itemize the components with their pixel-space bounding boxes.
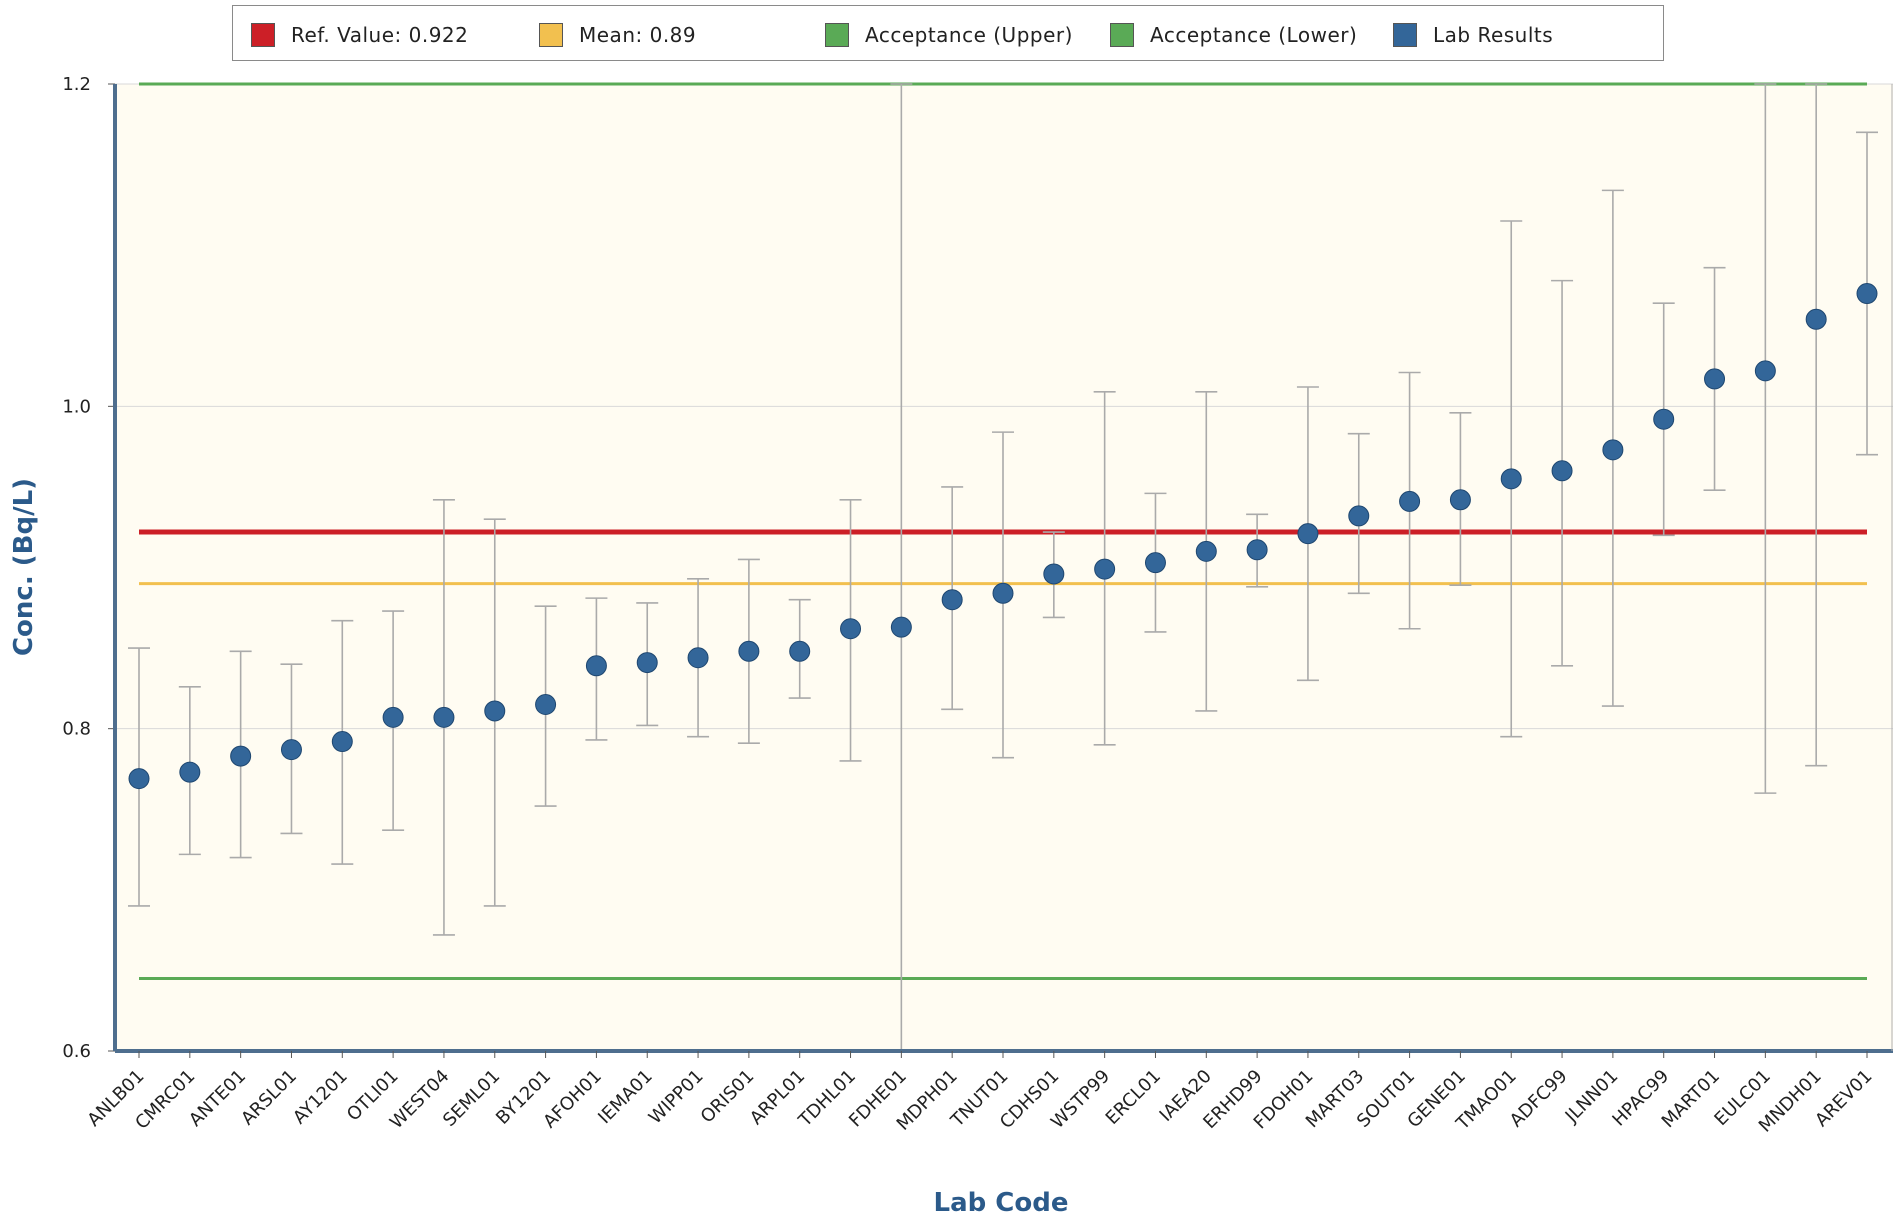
y-tick-label: 1.2 bbox=[62, 74, 91, 95]
legend-swatch-acceptance-upper bbox=[825, 23, 849, 47]
y-tick-label: 0.8 bbox=[62, 719, 91, 740]
data-point bbox=[433, 706, 455, 728]
data-point bbox=[1856, 283, 1878, 305]
x-tick-label: ERCL01 bbox=[1102, 1066, 1165, 1129]
y-tick-label: 0.6 bbox=[62, 1041, 91, 1062]
data-point bbox=[992, 582, 1014, 604]
legend-item-lab-results[interactable]: Lab Results bbox=[1393, 22, 1553, 48]
data-point bbox=[1805, 308, 1827, 330]
legend-swatch-lab-results bbox=[1393, 23, 1417, 47]
data-point bbox=[1195, 540, 1217, 562]
legend-item-ref-value[interactable]: Ref. Value: 0.922 bbox=[251, 22, 468, 48]
data-point bbox=[382, 706, 404, 728]
data-point bbox=[535, 693, 557, 715]
data-point bbox=[789, 640, 811, 662]
data-point bbox=[1704, 368, 1726, 390]
x-tick-label: ANTE01 bbox=[185, 1066, 250, 1131]
plot-area bbox=[115, 84, 1893, 1051]
data-point bbox=[1246, 539, 1268, 561]
legend-label-acceptance-lower: Acceptance (Lower) bbox=[1150, 23, 1358, 47]
legend-label-ref: Ref. Value: 0.922 bbox=[291, 23, 469, 47]
x-tick-label: ARSL01 bbox=[237, 1066, 301, 1130]
legend-label-mean: Mean: 0.89 bbox=[579, 23, 697, 47]
data-point bbox=[1551, 460, 1573, 482]
data-point bbox=[1094, 558, 1116, 580]
chart-legend: Ref. Value: 0.922 Mean: 0.89 Acceptance … bbox=[232, 5, 1664, 61]
data-point bbox=[230, 745, 252, 767]
data-point bbox=[941, 589, 963, 611]
data-point bbox=[738, 640, 760, 662]
data-point bbox=[1653, 408, 1675, 430]
x-tick-label: SEML01 bbox=[439, 1066, 504, 1131]
x-tick-label: IEMA01 bbox=[594, 1066, 657, 1129]
legend-swatch-mean bbox=[539, 23, 563, 47]
data-point bbox=[1449, 489, 1471, 511]
data-point bbox=[585, 655, 607, 677]
legend-swatch-acceptance-lower bbox=[1110, 23, 1134, 47]
data-point bbox=[1602, 439, 1624, 461]
data-point bbox=[1348, 505, 1370, 527]
data-point bbox=[331, 731, 353, 753]
x-tick-label: WIPP01 bbox=[645, 1066, 708, 1129]
data-point bbox=[1754, 360, 1776, 382]
legend-label-lab-results: Lab Results bbox=[1433, 23, 1554, 47]
data-point bbox=[484, 700, 506, 722]
data-point bbox=[128, 768, 150, 790]
legend-swatch-ref bbox=[251, 23, 275, 47]
x-tick-label: AY1201 bbox=[289, 1066, 352, 1129]
data-point bbox=[1043, 563, 1065, 585]
data-point bbox=[179, 761, 201, 783]
legend-item-acceptance-upper[interactable]: Acceptance (Upper) bbox=[825, 22, 1073, 48]
x-axis-title: Lab Code bbox=[934, 1188, 1069, 1218]
y-tick-label: 1.0 bbox=[62, 396, 91, 417]
data-point bbox=[1144, 552, 1166, 574]
legend-item-mean[interactable]: Mean: 0.89 bbox=[539, 22, 696, 48]
data-point bbox=[890, 616, 912, 638]
data-point bbox=[1297, 523, 1319, 545]
data-point bbox=[280, 739, 302, 761]
legend-label-acceptance-upper: Acceptance (Upper) bbox=[865, 23, 1073, 47]
data-point bbox=[1500, 468, 1522, 490]
data-point bbox=[687, 647, 709, 669]
x-tick-label: AREV01 bbox=[1811, 1066, 1876, 1131]
data-point bbox=[1399, 490, 1421, 512]
data-point bbox=[636, 652, 658, 674]
legend-item-acceptance-lower[interactable]: Acceptance (Lower) bbox=[1110, 22, 1357, 48]
data-point bbox=[840, 618, 862, 640]
y-axis-title: Conc. (Bq/L) bbox=[9, 478, 39, 656]
